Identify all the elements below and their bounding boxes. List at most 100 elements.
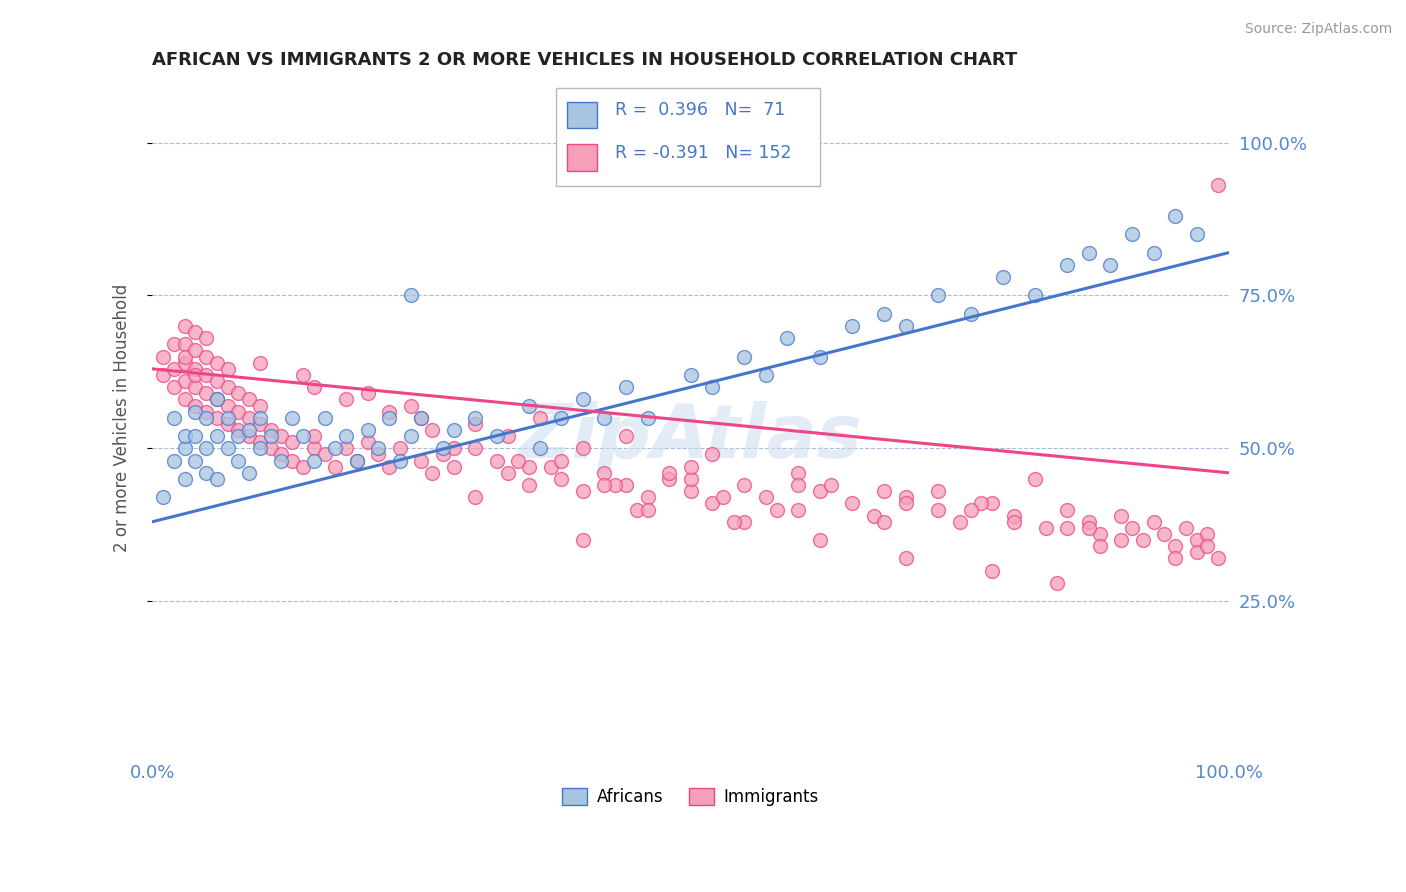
Point xyxy=(281,410,304,425)
Point xyxy=(593,466,616,480)
Point xyxy=(1121,227,1143,242)
Point xyxy=(679,484,702,499)
Point xyxy=(1002,515,1025,529)
Point xyxy=(959,307,981,321)
Point xyxy=(184,380,207,394)
Point xyxy=(163,380,186,394)
Point xyxy=(808,350,831,364)
Point xyxy=(927,288,949,302)
Point xyxy=(411,453,433,467)
Point xyxy=(755,368,778,382)
Point xyxy=(1185,545,1208,559)
Point xyxy=(228,386,250,401)
Point xyxy=(173,442,195,456)
Point xyxy=(540,459,562,474)
Point xyxy=(464,417,486,431)
Point xyxy=(1056,521,1078,535)
Point xyxy=(420,423,443,437)
Point xyxy=(1035,521,1057,535)
Point xyxy=(217,380,239,394)
Point xyxy=(496,429,519,443)
Point xyxy=(302,453,325,467)
Point xyxy=(335,429,357,443)
Point xyxy=(205,410,228,425)
Point xyxy=(411,410,433,425)
Point xyxy=(163,337,186,351)
Point xyxy=(205,392,228,407)
Point xyxy=(152,350,174,364)
Point xyxy=(367,442,389,456)
Point xyxy=(959,502,981,516)
Point xyxy=(249,410,271,425)
Point xyxy=(1109,533,1132,548)
Point xyxy=(700,448,723,462)
Point xyxy=(1078,521,1101,535)
Point xyxy=(496,466,519,480)
Point xyxy=(356,435,378,450)
Point xyxy=(755,491,778,505)
Point xyxy=(228,429,250,443)
Point xyxy=(1164,209,1187,223)
Point xyxy=(302,442,325,456)
Point xyxy=(184,343,207,358)
Point xyxy=(260,423,283,437)
Point xyxy=(572,484,595,499)
Point xyxy=(894,318,917,333)
Point xyxy=(658,472,681,486)
FancyBboxPatch shape xyxy=(567,145,598,171)
Point xyxy=(765,502,787,516)
Point xyxy=(894,491,917,505)
Point xyxy=(862,508,884,523)
Point xyxy=(1046,576,1069,591)
Point xyxy=(314,448,336,462)
Point xyxy=(356,423,378,437)
Point xyxy=(378,410,401,425)
Point xyxy=(346,453,368,467)
Point xyxy=(1099,258,1122,272)
Point xyxy=(1142,515,1164,529)
Point xyxy=(1206,178,1229,193)
Point xyxy=(637,502,659,516)
Point xyxy=(1078,515,1101,529)
Point xyxy=(228,405,250,419)
Point xyxy=(195,442,218,456)
Point xyxy=(249,417,271,431)
Point xyxy=(1142,245,1164,260)
Y-axis label: 2 or more Vehicles in Household: 2 or more Vehicles in Household xyxy=(114,284,131,552)
Text: Source: ZipAtlas.com: Source: ZipAtlas.com xyxy=(1244,22,1392,37)
Point xyxy=(217,410,239,425)
Point xyxy=(238,466,260,480)
Point xyxy=(399,288,422,302)
Point xyxy=(1197,539,1219,553)
Point xyxy=(249,399,271,413)
Point xyxy=(550,472,572,486)
Point xyxy=(787,478,810,492)
Point xyxy=(1109,508,1132,523)
Point xyxy=(432,448,454,462)
Point xyxy=(195,405,218,419)
Point xyxy=(173,337,195,351)
Point xyxy=(281,435,304,450)
Point xyxy=(443,442,465,456)
Point xyxy=(335,392,357,407)
Point xyxy=(443,459,465,474)
Point xyxy=(184,362,207,376)
Point xyxy=(249,442,271,456)
Point xyxy=(367,448,389,462)
Point xyxy=(981,564,1004,578)
Point xyxy=(1056,258,1078,272)
Point xyxy=(205,356,228,370)
Point xyxy=(163,362,186,376)
Point xyxy=(733,515,755,529)
Point xyxy=(238,429,260,443)
Point xyxy=(787,466,810,480)
Point xyxy=(593,410,616,425)
Point xyxy=(152,368,174,382)
Point xyxy=(873,515,896,529)
Point xyxy=(614,429,637,443)
Point xyxy=(679,459,702,474)
Point xyxy=(841,496,863,510)
Point xyxy=(173,392,195,407)
Point xyxy=(205,429,228,443)
Point xyxy=(356,386,378,401)
